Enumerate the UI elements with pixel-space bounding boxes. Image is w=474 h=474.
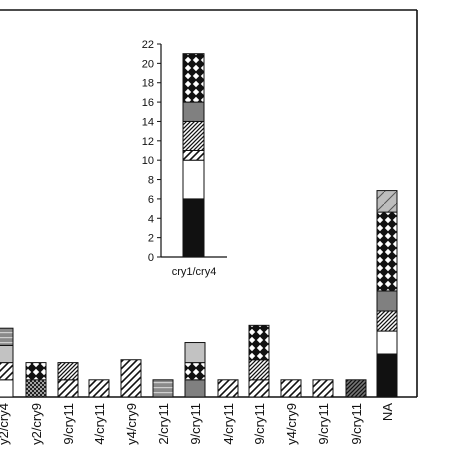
inset-tick-label: 10 bbox=[142, 155, 154, 167]
x-tick-label: y4/cry9 bbox=[124, 403, 139, 445]
x-tick-labels: y2/cry4 y2/cry9 9/cry11 4/cry11 y4/cry9 2/cry… bbox=[0, 403, 395, 445]
bar-segment bbox=[248, 379, 270, 398]
inset-tick-label: 6 bbox=[148, 194, 154, 206]
bar-segment bbox=[376, 310, 398, 332]
inset-bar-segment bbox=[182, 53, 205, 103]
bar-segment bbox=[184, 362, 206, 381]
bar-segment bbox=[280, 379, 302, 398]
inset-tick-label: 8 bbox=[148, 175, 154, 187]
bar-segment bbox=[57, 379, 79, 398]
main-bars bbox=[0, 190, 398, 398]
inset-bar-segment bbox=[182, 101, 205, 122]
bar-segment bbox=[248, 359, 270, 381]
inset-y-ticks: 0 2 4 6 8 10 12 14 16 18 20 22 bbox=[142, 39, 161, 264]
bar-segment bbox=[88, 379, 110, 398]
inset-tick-label: 4 bbox=[148, 213, 154, 225]
bar-segment bbox=[376, 290, 398, 312]
inset-chart: 0 2 4 6 8 10 12 14 16 18 20 22 cry1/cry4 bbox=[142, 39, 227, 278]
inset-tick-label: 12 bbox=[142, 136, 154, 148]
inset-tick-label: 0 bbox=[148, 252, 154, 264]
bar-segment bbox=[312, 379, 334, 398]
bar-segment bbox=[184, 379, 206, 398]
bar-segment bbox=[0, 379, 14, 398]
bar-segment bbox=[0, 327, 14, 346]
inset-category-label: cry1/cry4 bbox=[172, 266, 217, 278]
x-tick-label: y2/cry9 bbox=[29, 403, 44, 445]
inset-tick-label: 16 bbox=[142, 97, 154, 109]
bar-segment bbox=[376, 353, 398, 398]
bar-segment bbox=[152, 379, 174, 398]
x-tick-label: y2/cry4 bbox=[0, 403, 11, 445]
x-tick-label: y4/cry9 bbox=[284, 403, 299, 445]
bar-segment bbox=[57, 362, 79, 381]
bar-segment bbox=[217, 379, 239, 398]
bar-segment bbox=[248, 324, 270, 361]
inset-tick-label: 2 bbox=[148, 233, 154, 245]
inset-bar-segment bbox=[182, 120, 205, 151]
bar-segment bbox=[25, 362, 47, 381]
inset-tick-label: 22 bbox=[142, 39, 154, 51]
bar-segment bbox=[184, 342, 206, 364]
bar-segment bbox=[0, 344, 14, 364]
x-tick-label: 9/cry11 bbox=[61, 403, 76, 445]
inset-tick-label: 20 bbox=[142, 58, 154, 70]
x-tick-label: 9/cry11 bbox=[252, 403, 267, 445]
x-tick-label: 9/cry11 bbox=[316, 403, 331, 445]
inset-bar-segment bbox=[182, 159, 205, 200]
x-tick-label: 4/cry11 bbox=[221, 403, 236, 445]
x-tick-label: 9/cry11 bbox=[188, 403, 203, 445]
x-tick-label: 4/cry11 bbox=[92, 403, 107, 445]
inset-bar-segment bbox=[182, 150, 205, 161]
bar-segment bbox=[376, 330, 398, 355]
bar-segment bbox=[376, 211, 398, 292]
inset-bar bbox=[182, 53, 205, 258]
inset-bar-segment bbox=[182, 198, 205, 258]
inset-tick-label: 18 bbox=[142, 78, 154, 90]
x-tick-label: 9/cry11 bbox=[349, 403, 364, 445]
x-tick-label: 2/cry11 bbox=[156, 403, 171, 445]
bar-segment bbox=[345, 379, 367, 398]
x-tick-label: NA bbox=[380, 403, 395, 421]
bar-segment bbox=[376, 190, 398, 213]
bar-segment bbox=[120, 359, 142, 398]
bar-segment bbox=[25, 379, 47, 398]
bar-segment bbox=[0, 362, 14, 381]
inset-tick-label: 14 bbox=[142, 116, 154, 128]
